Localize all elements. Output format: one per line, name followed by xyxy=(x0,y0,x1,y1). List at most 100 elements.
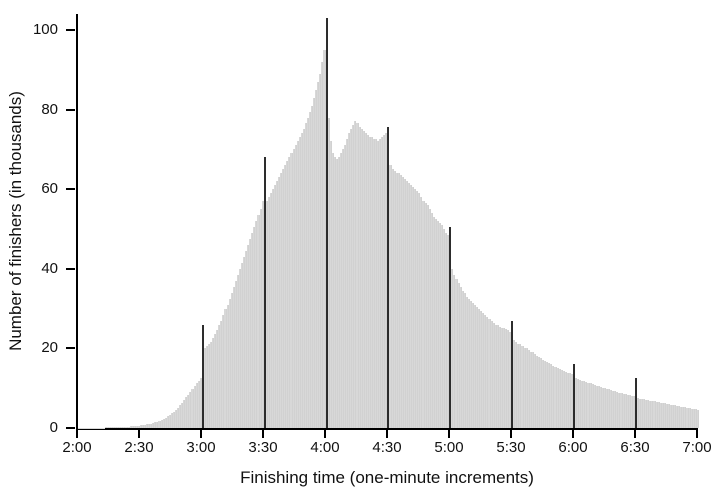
histogram-bar xyxy=(416,191,419,428)
y-tick xyxy=(66,28,75,31)
histogram-spike-bar xyxy=(634,378,637,428)
histogram-bar xyxy=(170,413,173,428)
histogram-bar xyxy=(168,414,171,428)
histogram-bar xyxy=(422,201,425,428)
x-tick-label: 6:30 xyxy=(620,439,650,456)
histogram-bar xyxy=(106,427,109,428)
histogram-bar xyxy=(531,352,534,428)
histogram-bar xyxy=(183,400,186,428)
histogram-bar xyxy=(251,232,254,428)
histogram-bar xyxy=(525,348,528,428)
histogram-bar xyxy=(302,129,305,428)
histogram-spike-bar xyxy=(201,324,204,428)
histogram-bar xyxy=(399,175,402,428)
histogram-bar xyxy=(339,153,342,428)
histogram-bar xyxy=(593,385,596,428)
histogram-bar xyxy=(527,350,530,428)
x-tick xyxy=(510,430,512,438)
histogram-bar xyxy=(333,157,336,428)
histogram-bar xyxy=(306,117,309,428)
x-tick-label: 3:00 xyxy=(186,439,216,456)
histogram-bar xyxy=(657,402,660,428)
histogram-bar xyxy=(181,402,184,428)
histogram-bar xyxy=(599,387,602,428)
y-tick-label: 100 xyxy=(32,20,58,38)
histogram-bar xyxy=(255,221,258,428)
histogram-bar xyxy=(232,286,235,428)
histogram-bar xyxy=(191,389,194,428)
histogram-bar xyxy=(286,161,289,428)
histogram-bar xyxy=(179,405,182,428)
histogram-bar xyxy=(222,314,225,428)
histogram-bar xyxy=(185,397,188,428)
histogram-bar xyxy=(669,404,672,428)
histogram-bar xyxy=(216,330,219,428)
histogram-bar xyxy=(441,224,444,428)
y-axis-title: Number of finishers (in thousands) xyxy=(6,91,25,351)
histogram-spike-bar xyxy=(511,320,514,428)
histogram-bar xyxy=(236,274,239,428)
histogram-bar xyxy=(523,347,526,428)
histogram-bar xyxy=(364,133,367,428)
histogram-bar xyxy=(488,318,491,428)
histogram-bar xyxy=(665,403,668,428)
histogram-bar xyxy=(641,398,644,428)
histogram-bar xyxy=(486,316,489,428)
histogram-bar xyxy=(146,424,149,428)
histogram-bar xyxy=(228,298,231,428)
histogram-bar xyxy=(329,141,332,428)
histogram-bar xyxy=(135,425,138,428)
histogram-bar xyxy=(616,391,619,428)
histogram-bar xyxy=(451,268,454,428)
histogram-bar xyxy=(663,403,666,428)
histogram-spike-bar xyxy=(263,157,266,428)
histogram-bar xyxy=(212,338,215,428)
histogram-bar xyxy=(676,405,679,428)
histogram-bar xyxy=(643,399,646,428)
histogram-bar xyxy=(327,117,330,428)
histogram-bar xyxy=(408,183,411,428)
histogram-bar xyxy=(556,367,559,428)
histogram-bar xyxy=(395,173,398,428)
y-tick xyxy=(66,188,75,191)
histogram-bar xyxy=(420,197,423,428)
x-tick xyxy=(324,430,326,438)
histogram-bar xyxy=(290,153,293,428)
histogram-bar xyxy=(542,359,545,428)
histogram-bar xyxy=(603,388,606,428)
histogram-bar xyxy=(410,185,413,428)
histogram-bar xyxy=(117,427,120,428)
histogram-bar xyxy=(560,369,563,428)
histogram-bar xyxy=(383,135,386,428)
histogram-bar xyxy=(476,306,479,428)
histogram-bar xyxy=(261,201,264,428)
histogram-bar xyxy=(113,427,116,428)
histogram-bar xyxy=(335,159,338,428)
histogram-bar xyxy=(210,342,213,428)
x-tick xyxy=(386,430,388,438)
x-tick-label: 6:00 xyxy=(558,439,588,456)
histogram-bar xyxy=(639,398,642,428)
histogram-bar xyxy=(366,135,369,428)
histogram-bar xyxy=(434,219,437,428)
x-tick-label: 7:00 xyxy=(682,439,712,456)
histogram-bar xyxy=(465,296,468,428)
histogram-bar xyxy=(224,308,227,428)
y-tick-label: 40 xyxy=(41,259,58,277)
histogram-bar xyxy=(694,409,697,428)
histogram-bar xyxy=(309,111,312,428)
histogram-bar xyxy=(504,329,507,428)
histogram-bar xyxy=(172,411,175,428)
histogram-bar xyxy=(414,189,417,428)
histogram-bar xyxy=(278,177,281,428)
histogram-bar xyxy=(342,149,345,428)
histogram-bar xyxy=(597,386,600,428)
histogram-bar xyxy=(655,401,658,428)
histogram-bar xyxy=(482,312,485,428)
histogram-bar xyxy=(389,165,392,428)
x-tick xyxy=(696,430,698,438)
histogram-bar xyxy=(428,209,431,428)
y-tick-label: 60 xyxy=(41,180,58,198)
histogram-bar xyxy=(436,221,439,428)
x-tick xyxy=(634,430,636,438)
